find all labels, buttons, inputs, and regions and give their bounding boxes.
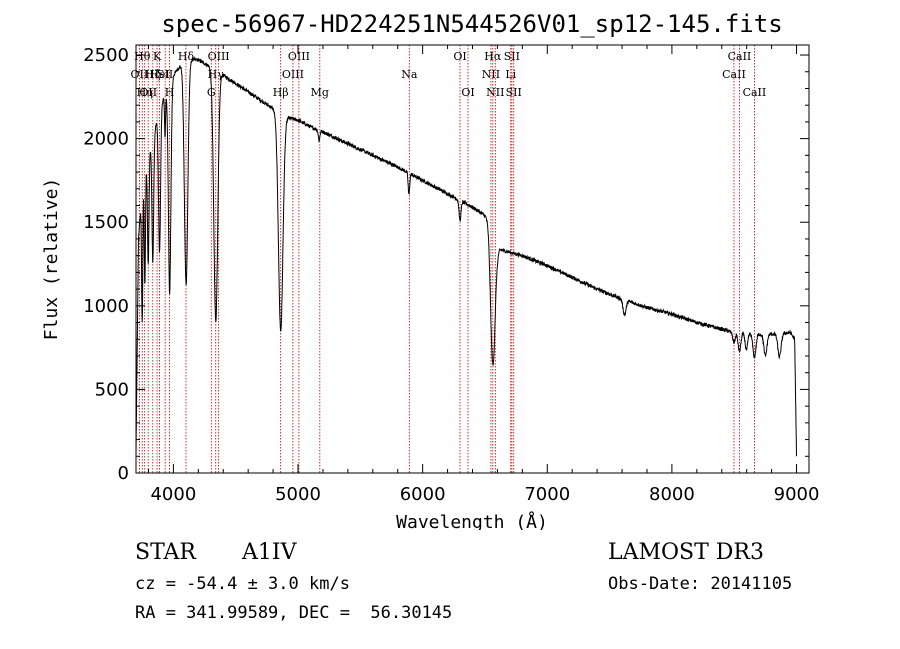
reference-line-label: OII [131, 68, 149, 81]
redshift-velocity: cz = -54.4 ± 3.0 km/s [135, 574, 350, 594]
reference-line-label: Hη [137, 86, 153, 99]
reference-line-label: Hδ [178, 50, 195, 63]
y-tick-label: 1500 [83, 212, 129, 233]
reference-line-label: OIII [282, 68, 304, 81]
y-tick-label: 2500 [83, 45, 129, 66]
reference-line-label: Mg [311, 86, 329, 99]
x-tick-label: 9000 [774, 484, 820, 505]
x-tick-label: 5000 [275, 484, 321, 505]
reference-line-label: CaII [722, 68, 746, 81]
plot-frame [135, 44, 810, 474]
reference-line-label: Na [401, 68, 418, 81]
reference-line-label: Hβ [273, 86, 289, 99]
x-tick-label: 6000 [400, 484, 446, 505]
reference-line-label: SII [157, 68, 173, 81]
reference-line-label: OII [139, 86, 157, 99]
y-tick-label: 0 [118, 463, 129, 484]
reference-line-label: Li [505, 68, 516, 81]
reference-line-label: K [153, 50, 162, 63]
reference-line-label: SII [504, 50, 520, 63]
y-axis-label: Flux (relative) [41, 178, 62, 341]
reference-line-label: OI [453, 50, 466, 63]
x-tick-label: 7000 [524, 484, 570, 505]
reference-line-label: CaII [743, 86, 767, 99]
y-tick-label: 500 [95, 379, 129, 400]
object-type: STAR [135, 540, 196, 565]
survey-release: LAMOST DR3 [608, 540, 764, 565]
reference-line-label: OIII [208, 50, 230, 63]
spectral-subclass: A1IV [242, 540, 297, 565]
reference-line-label: H [165, 86, 175, 99]
spectrum-chart: OIIHθHηOIIHζKHeISIIHHδGHγOIIIHβOIIIOIIIM… [41, 10, 819, 530]
reference-line-label: OIII [288, 50, 310, 63]
reference-line-label: CaII [728, 50, 752, 63]
x-tick-label: 4000 [150, 484, 196, 505]
y-tick-label: 1000 [83, 296, 129, 317]
reference-line-label: NII [486, 86, 504, 99]
spectrum-line [135, 56, 797, 457]
reference-line-label: OI [461, 86, 474, 99]
reference-lines: OIIHθHηOIIHζKHeISIIHHδGHγOIIIHβOIIIOIIIM… [131, 45, 767, 473]
reference-line-label: SII [506, 86, 522, 99]
reference-line-label: Hθ [134, 50, 151, 63]
reference-line-label: Hα [484, 50, 502, 63]
reference-line-label: HeI [149, 68, 169, 81]
x-tick-label: 8000 [649, 484, 695, 505]
axis-ticks: 4000 5000 6000 7000 8000 9000 0 500 1000 1500 2000… [83, 45, 819, 505]
reference-line-label: Hζ [145, 68, 161, 81]
observation-date: Obs-Date: 20141105 [608, 574, 793, 594]
ra-dec-coordinates: RA = 341.99589, DEC = 56.30145 [135, 603, 453, 623]
reference-line-label: Hγ [208, 68, 225, 81]
reference-line-label: NII [482, 68, 500, 81]
chart-title: spec-56967-HD224251N544526V01_sp12-145.f… [161, 10, 782, 38]
x-axis-label: Wavelength (Å) [396, 511, 548, 530]
y-tick-label: 2000 [83, 129, 129, 150]
